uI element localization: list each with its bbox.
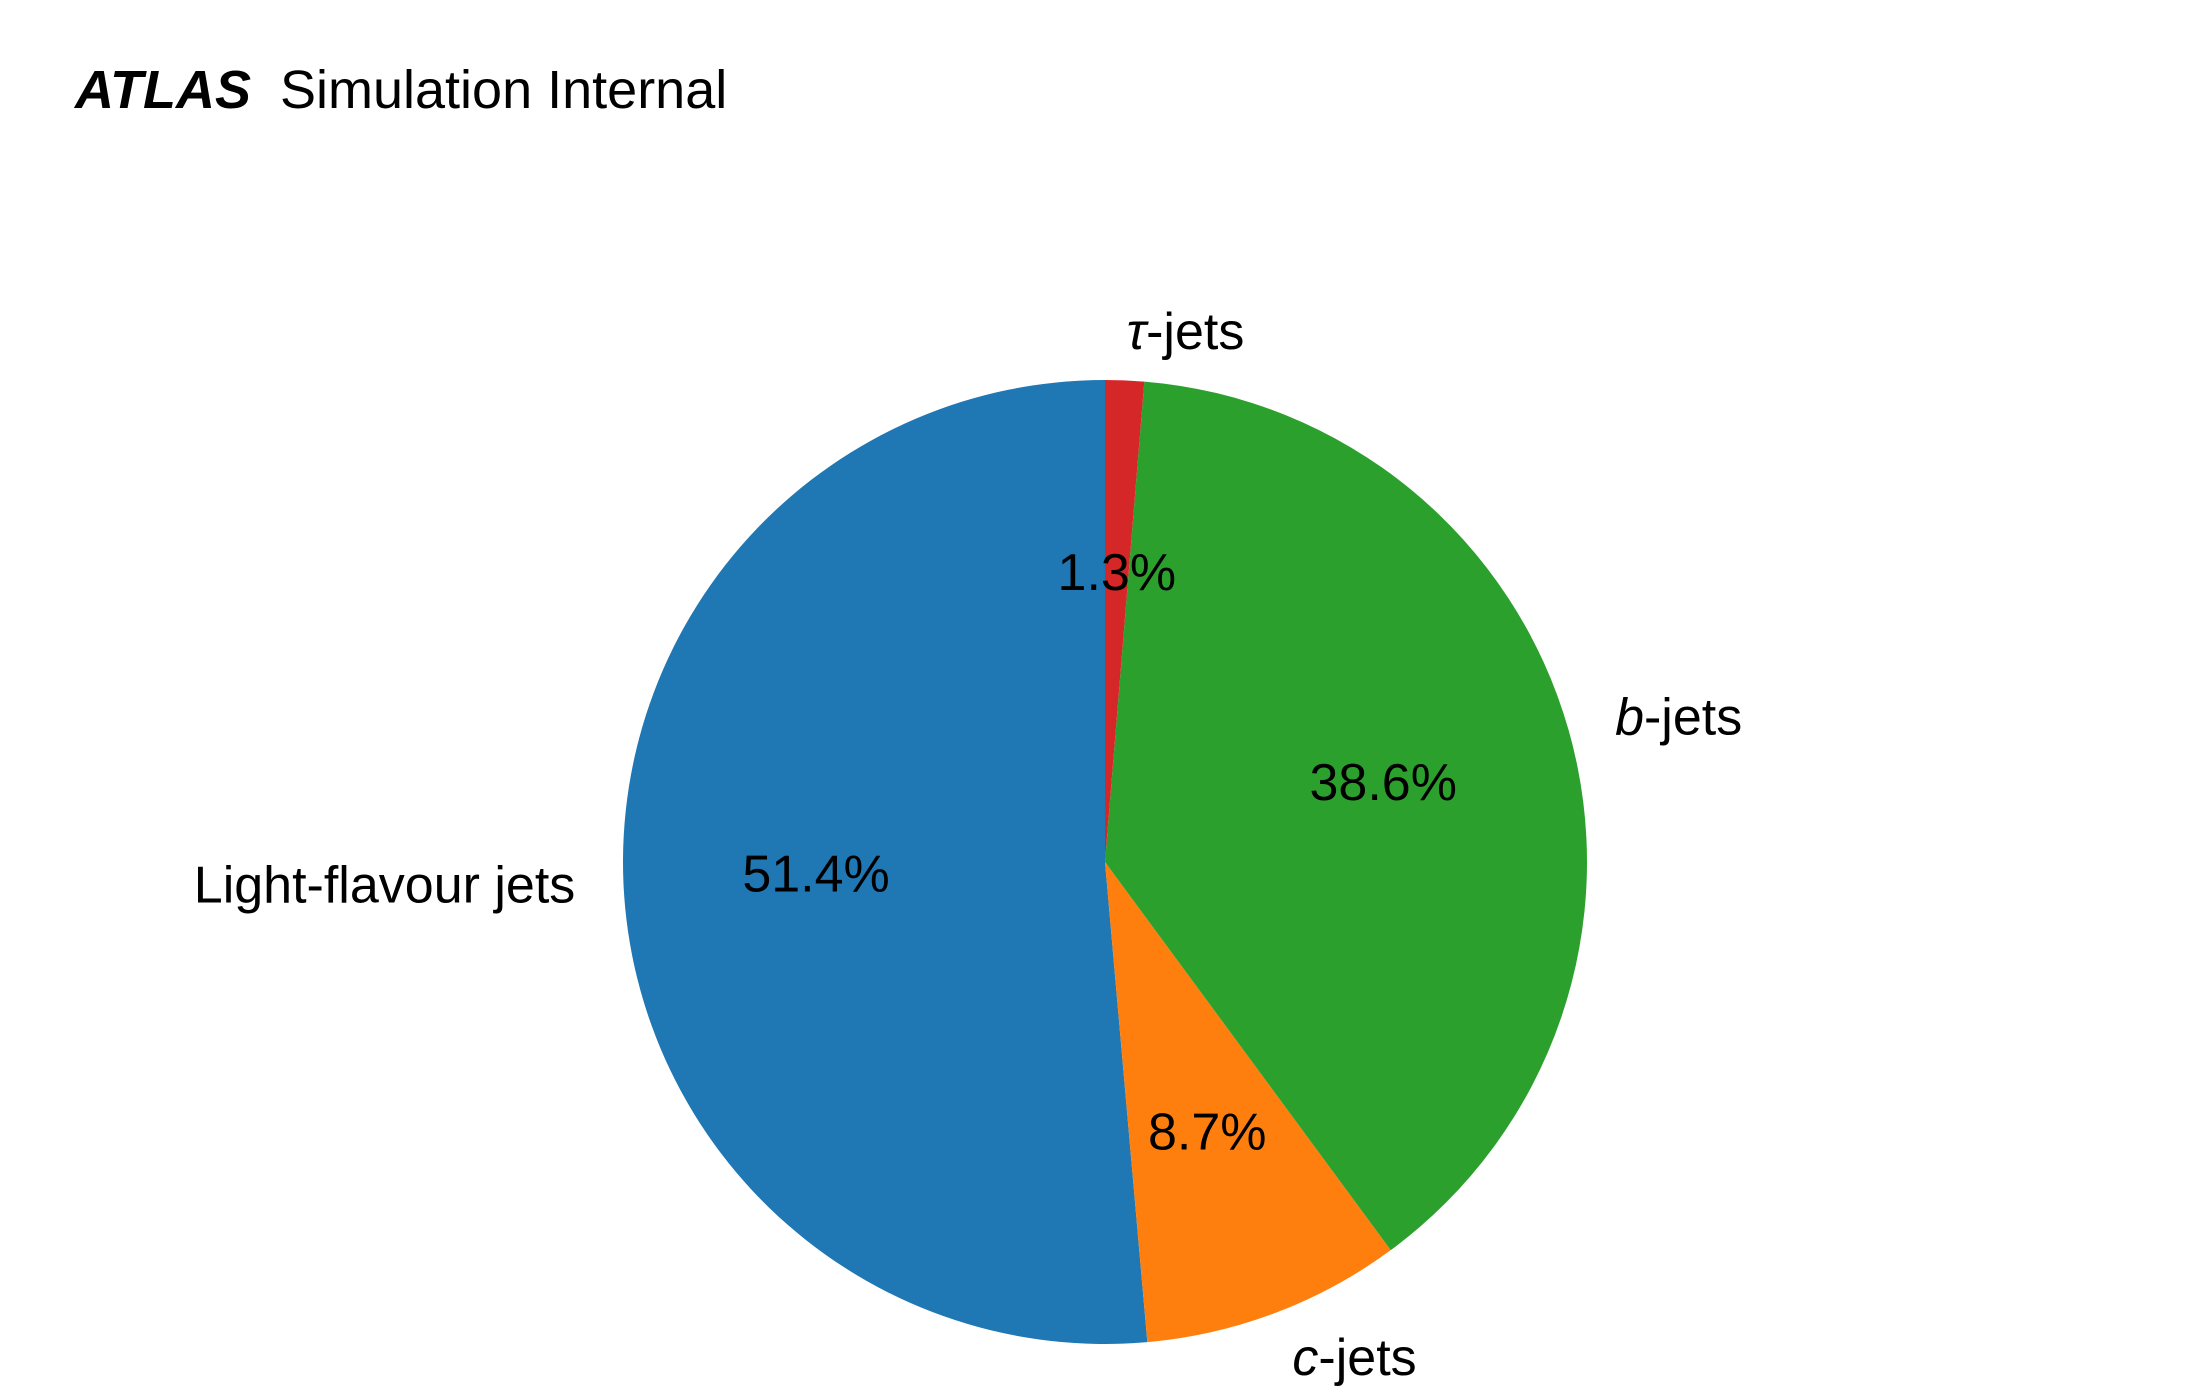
pct-label-light-flavour-jets: 51.4%: [742, 846, 889, 904]
pie-labels: 51.4% Light-flavour jets 8.7% c-jets 38.6% b-…: [194, 303, 1742, 1387]
category-label-light-flavour-jets: Light-flavour jets: [194, 856, 576, 914]
pct-label-c-jets: 8.7%: [1148, 1104, 1267, 1162]
pie-slice-b-jets: [1105, 381, 1588, 1251]
category-label-c-jets: c-jets: [1292, 1329, 1416, 1387]
pct-label-jets: 1.3%: [1058, 544, 1177, 602]
simulation-status-label: Simulation Internal: [280, 60, 727, 120]
category-label-b-jets: b-jets: [1615, 688, 1742, 746]
pct-label-b-jets: 38.6%: [1309, 754, 1456, 812]
atlas-label: ATLAS: [73, 60, 251, 120]
atlas-header: ATLAS Simulation Internal: [73, 60, 727, 120]
pie-slice-jets: [1105, 380, 1145, 862]
pie-slice-c-jets: [1105, 862, 1391, 1343]
pie-slices: [623, 380, 1588, 1344]
pie-slice-light-flavour-jets: [623, 380, 1148, 1344]
category-label-jets: τ-jets: [1127, 303, 1245, 361]
